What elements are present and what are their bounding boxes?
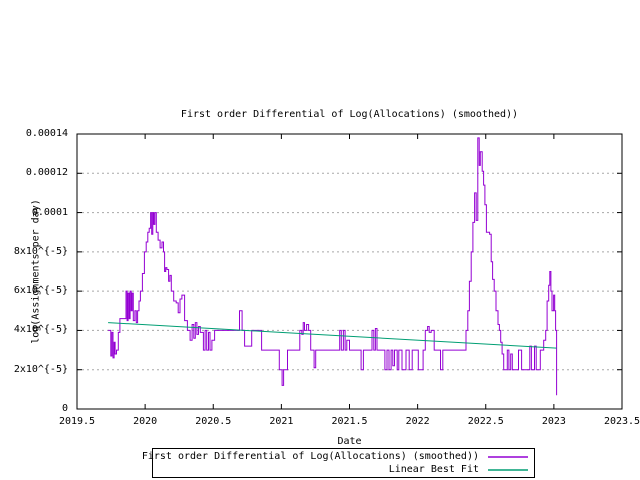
y-tick-label: 0 (61, 403, 68, 414)
y-tick-label: 0.00014 (25, 128, 68, 139)
series-line (108, 137, 558, 396)
legend-line-sample-series (488, 455, 528, 458)
legend-label-fit: Linear Best Fit (388, 464, 479, 475)
x-tick-label: 2023 (541, 416, 566, 427)
x-tick-label: 2021.5 (331, 416, 368, 427)
x-tick-label: 2022 (405, 416, 430, 427)
y-tick-label: 8x10^{-5} (13, 245, 68, 257)
y-tick-label: 0.0001 (31, 206, 68, 218)
fit-line (108, 322, 557, 349)
legend: First order Differential of Log(Allocati… (142, 448, 535, 478)
y-tick-label: 2x10^{-5} (13, 363, 68, 375)
legend-row-series: First order Differential of Log(Allocati… (142, 450, 529, 463)
x-tick-label: 2019.5 (58, 416, 96, 427)
x-tick-label: 2020 (133, 416, 158, 427)
x-tick-label: 2023.5 (603, 416, 640, 427)
legend-line-sample-fit (488, 468, 528, 471)
x-tick-label: 2020.5 (195, 416, 232, 427)
legend-label-series: First order Differential of Log(Allocati… (141, 451, 479, 462)
x-tick-label: 2022.5 (467, 416, 504, 427)
y-tick-label: 0.00012 (25, 167, 68, 179)
chart-title: First order Differential of Log(Allocati… (180, 109, 519, 120)
y-tick-label: 6x10^{-5} (13, 285, 68, 297)
x-axis-title: Date (337, 436, 362, 447)
x-tick-label: 2021 (269, 416, 294, 427)
legend-row-fit: Linear Best Fit (155, 463, 529, 476)
y-tick-label: 4x10^{-5} (13, 324, 68, 336)
